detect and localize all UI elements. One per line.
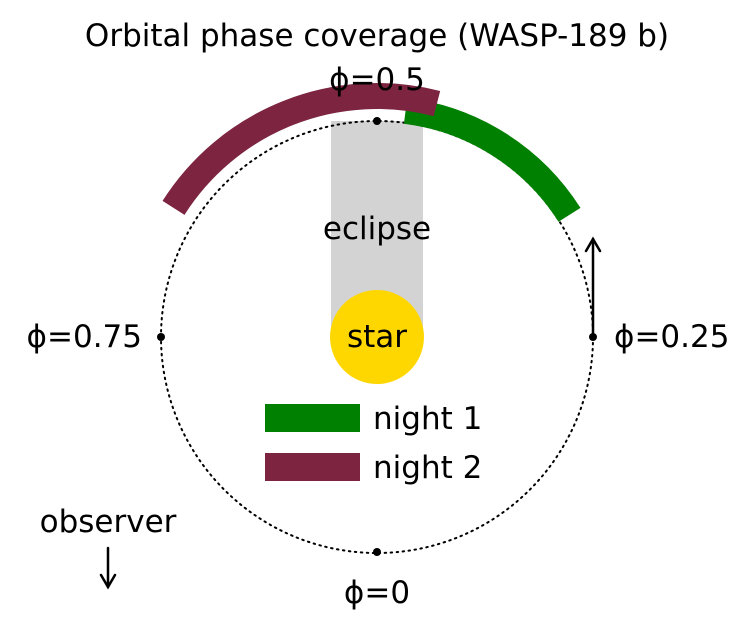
phase-025-label: ϕ=0.25	[614, 319, 729, 355]
legend: night 1 night 2	[265, 401, 482, 486]
diagram-title: Orbital phase coverage (WASP-189 b)	[85, 18, 669, 54]
phase-0-marker	[373, 548, 381, 556]
phase-0-label: ϕ=0	[344, 575, 410, 611]
phase-075-marker	[157, 333, 165, 341]
legend-swatch-night-1	[265, 404, 360, 432]
phase-05-marker	[373, 117, 381, 125]
observer-label: observer	[40, 504, 177, 540]
phase-05-label: ϕ=0.5	[329, 62, 425, 98]
legend-label-night-2: night 2	[373, 450, 482, 486]
observer-arrow-icon	[99, 546, 117, 590]
legend-label-night-1: night 1	[373, 401, 482, 437]
coverage-arc-night-2	[162, 83, 441, 215]
legend-swatch-night-2	[265, 453, 360, 481]
motion-direction-arrow	[584, 236, 602, 339]
coverage-arcs	[162, 83, 581, 222]
eclipse-label: eclipse	[323, 211, 431, 247]
star	[330, 290, 424, 384]
phase-075-label: ϕ=0.75	[27, 319, 142, 355]
coverage-arc-night-1	[403, 97, 581, 222]
star-label: star	[347, 319, 407, 355]
